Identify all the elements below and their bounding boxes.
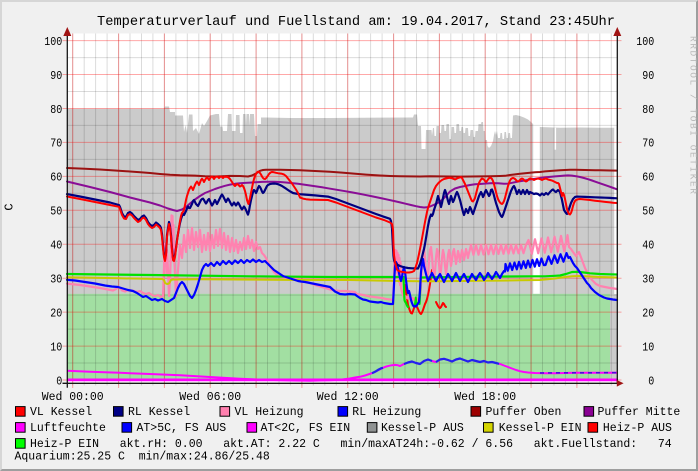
svg-text:10: 10: [642, 340, 654, 354]
svg-text:Aquarium:25.25 C min/max:24.8: Aquarium:25.25 C min/max:24.86/25.48: [15, 450, 270, 464]
svg-text:10: 10: [50, 340, 62, 354]
svg-text:80: 80: [50, 103, 62, 117]
svg-text:60: 60: [50, 171, 62, 185]
svg-text:VL Kessel: VL Kessel: [30, 405, 92, 419]
svg-text:80: 80: [642, 103, 654, 117]
svg-text:Luftfeuchte: Luftfeuchte: [30, 421, 106, 435]
svg-text:90: 90: [642, 69, 654, 83]
svg-text:40: 40: [642, 239, 654, 253]
svg-text:30: 30: [642, 273, 654, 287]
svg-text:30: 30: [50, 273, 62, 287]
svg-text:Wed 18:00: Wed 18:00: [454, 390, 516, 404]
svg-text:20: 20: [50, 306, 62, 320]
svg-text:70: 70: [642, 137, 654, 151]
svg-text:Wed 06:00: Wed 06:00: [179, 390, 241, 404]
svg-text:Heiz-P EIN akt.rH: 0.00 ak: Heiz-P EIN akt.rH: 0.00 akt.AT: 2.22 C m…: [30, 437, 672, 451]
svg-text:Puffer Oben: Puffer Oben: [486, 405, 562, 419]
svg-text:100: 100: [636, 35, 654, 49]
svg-text:VL Heizung: VL Heizung: [235, 405, 304, 419]
svg-text:50: 50: [642, 205, 654, 219]
svg-text:Temperaturverlauf und Fuellsta: Temperaturverlauf und Fuellstand am: 19.…: [97, 14, 615, 30]
svg-text:100: 100: [44, 35, 62, 49]
svg-text:RRDTOOL / TOBI OETIKER: RRDTOOL / TOBI OETIKER: [688, 36, 698, 196]
svg-text:Wed 12:00: Wed 12:00: [317, 390, 379, 404]
svg-text:40: 40: [50, 239, 62, 253]
svg-text:50: 50: [50, 205, 62, 219]
svg-text:Kessel-P EIN: Kessel-P EIN: [499, 421, 582, 435]
svg-text:0: 0: [56, 374, 62, 388]
svg-text:C: C: [3, 203, 17, 210]
svg-text:RL Heizung: RL Heizung: [352, 405, 421, 419]
svg-text:RL Kessel: RL Kessel: [128, 405, 190, 419]
svg-text:AT<2C, FS EIN: AT<2C, FS EIN: [261, 421, 351, 435]
svg-text:AT>5C, FS AUS: AT>5C, FS AUS: [137, 421, 227, 435]
svg-text:Kessel-P AUS: Kessel-P AUS: [381, 421, 464, 435]
svg-text:Heiz-P AUS: Heiz-P AUS: [603, 421, 672, 435]
svg-text:90: 90: [50, 69, 62, 83]
svg-text:Wed 00:00: Wed 00:00: [42, 390, 104, 404]
svg-text:70: 70: [50, 137, 62, 151]
svg-text:20: 20: [642, 306, 654, 320]
svg-text:60: 60: [642, 171, 654, 185]
svg-text:Puffer Mitte: Puffer Mitte: [598, 405, 681, 419]
svg-text:0: 0: [648, 374, 654, 388]
